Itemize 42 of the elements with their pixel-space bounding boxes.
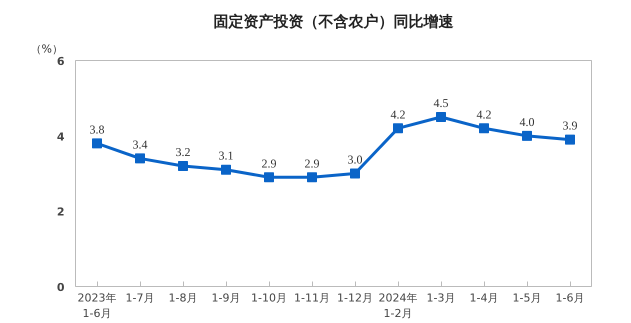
data-label: 3.1 bbox=[218, 148, 234, 163]
y-axis-title: （%） bbox=[30, 42, 63, 56]
data-label: 3.8 bbox=[90, 122, 104, 136]
data-label: 4.0 bbox=[520, 114, 534, 129]
point bbox=[565, 134, 575, 145]
data-label: 4.2 bbox=[390, 107, 406, 122]
point bbox=[307, 172, 317, 182]
point bbox=[522, 130, 532, 141]
chart-title: 固定资产投资（不含农户）同比增速 bbox=[214, 12, 454, 30]
x-tick-label: 1-9月 bbox=[212, 292, 240, 304]
x-tick-label: 1-8月 bbox=[168, 292, 198, 304]
data-label: 3.2 bbox=[176, 144, 190, 159]
point bbox=[393, 123, 403, 134]
y-tick-label: 4 bbox=[56, 130, 65, 144]
data-label: 2.9 bbox=[262, 156, 276, 170]
x-tick-label: 1-5月 bbox=[512, 292, 542, 304]
data-label: 2.9 bbox=[304, 156, 320, 170]
point bbox=[350, 168, 360, 178]
x-tick-label: 1-12月 bbox=[337, 292, 373, 304]
point bbox=[135, 153, 145, 164]
point bbox=[178, 160, 188, 171]
x-tick-label: 2024年 1-2月 bbox=[378, 292, 418, 320]
y-tick-label: 2 bbox=[56, 206, 64, 219]
point bbox=[221, 164, 231, 175]
x-tick-label: 2023年 1-6月 bbox=[78, 292, 117, 320]
y-tick-label: 0 bbox=[56, 281, 65, 294]
x-tick-label: 1-3月 bbox=[426, 292, 456, 304]
data-label: 3.0 bbox=[348, 152, 362, 166]
data-label: 3.4 bbox=[132, 137, 148, 152]
data-label: 4.5 bbox=[434, 96, 448, 110]
data-label: 3.9 bbox=[562, 118, 578, 133]
point bbox=[92, 138, 102, 148]
x-tick-label: 1-7月 bbox=[126, 292, 154, 304]
x-tick-label: 1-4月 bbox=[470, 292, 498, 304]
data-label: 4.2 bbox=[476, 107, 492, 122]
point bbox=[264, 172, 274, 182]
x-tick-label: 1-6月 bbox=[556, 292, 584, 304]
x-tick-label: 1-11月 bbox=[294, 292, 330, 304]
point bbox=[479, 123, 489, 134]
point bbox=[436, 112, 446, 122]
x-tick-label: 1-10月 bbox=[251, 292, 287, 304]
y-tick-label: 6 bbox=[56, 55, 65, 68]
